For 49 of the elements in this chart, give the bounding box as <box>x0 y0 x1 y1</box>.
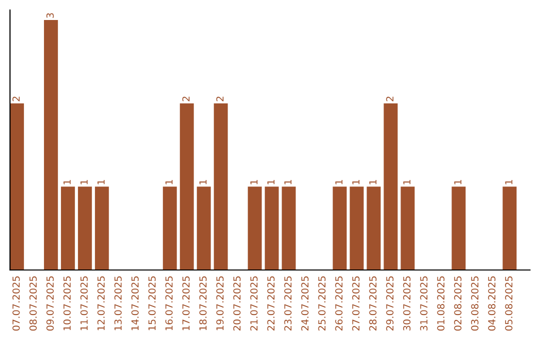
x-tick-label: 13.07.2025 <box>114 276 122 330</box>
x-tick-label: 16.07.2025 <box>165 276 173 330</box>
x-tick-label: 17.07.2025 <box>182 276 190 330</box>
data-label: 1 <box>80 180 88 184</box>
data-label: 1 <box>199 180 207 184</box>
x-tick-label: 22.07.2025 <box>267 276 275 331</box>
x-tick-label: 27.07.2025 <box>352 276 360 331</box>
data-label: 2 <box>216 96 224 102</box>
x-tick-label: 24.07.2025 <box>301 276 309 331</box>
x-tick-label: 07.07.2025 <box>12 276 20 331</box>
data-label: 1 <box>454 180 462 184</box>
x-tick-label: 18.07.2025 <box>199 276 207 330</box>
x-tick-label: 05.08.2025 <box>505 276 512 331</box>
x-tick-label: 26.07.2025 <box>335 276 343 331</box>
data-label: 1 <box>403 180 410 184</box>
data-label: 1 <box>352 180 360 184</box>
x-tick-label: 31.07.2025 <box>420 276 428 330</box>
x-tick-label: 29.07.2025 <box>386 276 394 331</box>
data-label: 2 <box>12 96 20 102</box>
data-label: 1 <box>165 180 173 184</box>
x-tick-label: 28.07.2025 <box>369 276 377 331</box>
x-tick-label: 14.07.2025 <box>131 276 139 330</box>
data-label: 1 <box>98 180 105 184</box>
data-label: 1 <box>335 180 342 184</box>
x-tick-label: 12.07.2025 <box>97 276 105 330</box>
data-label: 2 <box>182 96 190 102</box>
x-tick-label: 04.08.2025 <box>488 276 496 331</box>
data-label: 3 <box>46 13 54 18</box>
x-tick-label: 25.07.2025 <box>318 276 326 331</box>
data-label: 2 <box>386 96 394 102</box>
x-tick-label: 01.08.2025 <box>437 276 444 331</box>
data-label: 1 <box>284 180 292 184</box>
x-tick-label: 21.07.2025 <box>250 276 258 331</box>
x-tick-label: 03.08.2025 <box>471 276 478 331</box>
data-label: 1 <box>64 180 71 184</box>
data-label: 1 <box>250 180 258 184</box>
x-tick-label: 08.07.2025 <box>29 276 37 331</box>
x-tick-label: 19.07.2025 <box>216 276 224 330</box>
data-label: 1 <box>369 180 376 184</box>
x-tick-label: 20.07.2025 <box>233 276 241 331</box>
x-tick-label: 15.07.2025 <box>148 276 156 330</box>
x-tick-label: 23.07.2025 <box>284 276 292 331</box>
x-tick-label: 11.07.2025 <box>80 276 88 330</box>
x-tick-label: 30.07.2025 <box>403 276 411 330</box>
x-tick-label: 09.07.2025 <box>46 276 54 331</box>
data-label: 1 <box>267 180 274 184</box>
data-label: 1 <box>505 180 512 184</box>
x-tick-label: 02.08.2025 <box>454 276 462 331</box>
x-tick-label: 10.07.2025 <box>63 276 71 330</box>
